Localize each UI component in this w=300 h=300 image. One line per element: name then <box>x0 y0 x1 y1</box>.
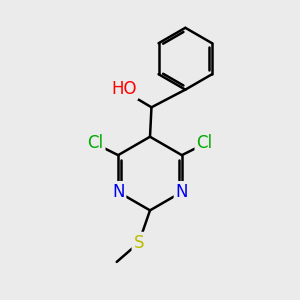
Text: HO: HO <box>111 80 136 98</box>
Text: N: N <box>176 183 188 201</box>
Text: N: N <box>112 183 124 201</box>
Text: S: S <box>134 234 144 252</box>
Text: Cl: Cl <box>87 134 104 152</box>
Text: Cl: Cl <box>196 134 213 152</box>
